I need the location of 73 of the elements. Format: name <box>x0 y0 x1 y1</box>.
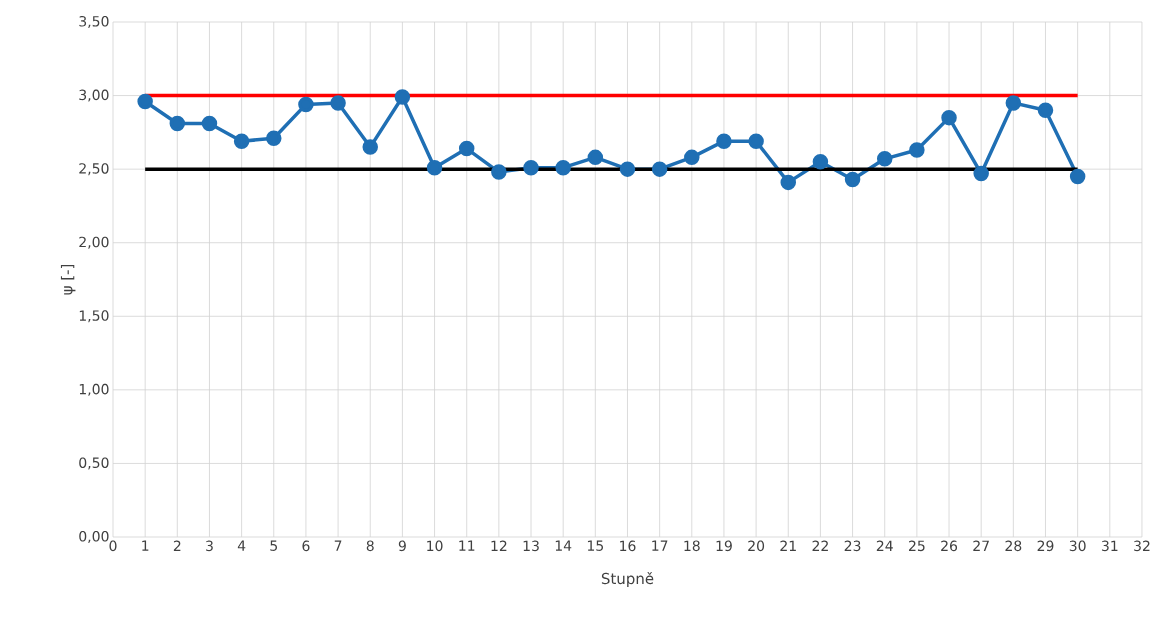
point <box>876 151 893 167</box>
x-tick-label: 14 <box>555 540 572 551</box>
x-tick-label: 5 <box>270 540 278 551</box>
point <box>458 140 475 157</box>
x-tick-label: 20 <box>748 540 765 552</box>
point <box>137 93 153 110</box>
y-tick-label: 1,00 <box>79 383 109 396</box>
x-axis-title: Stupně <box>601 571 654 588</box>
x-tick-label: 17 <box>652 540 668 551</box>
point <box>491 164 507 180</box>
y-tick-label: 1,50 <box>79 310 109 323</box>
point <box>298 96 314 113</box>
point <box>169 115 186 132</box>
point <box>780 174 797 191</box>
x-tick-label: 16 <box>620 540 636 552</box>
point <box>716 133 732 149</box>
x-tick-label: 29 <box>1037 540 1054 552</box>
point <box>1069 168 1086 185</box>
x-tick-label: 30 <box>1069 540 1086 552</box>
x-tick-label: 10 <box>427 540 443 552</box>
x-tick-label: 23 <box>844 540 861 552</box>
point <box>748 133 764 149</box>
x-tick-label: 27 <box>973 540 989 551</box>
y-tick-label: 3,50 <box>79 15 109 29</box>
x-tick-label: 12 <box>491 540 507 551</box>
x-tick-label: 31 <box>1101 540 1118 552</box>
x-tick-label: 18 <box>684 540 700 552</box>
point <box>941 109 957 126</box>
point <box>651 161 668 177</box>
y-axis-title: ψ [-] <box>60 264 76 295</box>
y-tick-label: 0,00 <box>79 530 109 544</box>
point <box>909 142 925 158</box>
y-tick-label: 2,50 <box>79 163 109 176</box>
x-tick-label: 2 <box>173 540 181 551</box>
point <box>394 89 411 105</box>
x-tick-label: 8 <box>366 540 374 552</box>
x-tick-label: 24 <box>876 540 893 551</box>
point <box>555 159 571 176</box>
point <box>619 161 636 177</box>
point <box>426 159 443 176</box>
point <box>684 149 700 166</box>
point <box>266 130 282 146</box>
x-tick-label: 32 <box>1134 540 1150 552</box>
point <box>812 154 829 170</box>
point <box>587 149 604 166</box>
point <box>233 133 250 149</box>
point <box>1037 102 1054 119</box>
x-tick-label: 26 <box>941 540 958 552</box>
x-tick-label: 19 <box>716 540 732 552</box>
x-tick-label: 11 <box>459 540 475 551</box>
x-tick-label: 3 <box>206 540 213 552</box>
y-tick-label: 3,00 <box>79 89 109 102</box>
point <box>844 171 861 188</box>
x-tick-label: 1 <box>142 540 149 551</box>
x-tick-label: 6 <box>302 540 310 552</box>
point <box>523 159 539 176</box>
x-tick-label: 9 <box>398 540 406 552</box>
point <box>330 95 346 111</box>
y-tick-label: 2,00 <box>79 236 109 249</box>
x-tick-label: 13 <box>523 540 539 552</box>
point <box>973 165 989 182</box>
x-tick-label: 25 <box>908 540 925 552</box>
x-tick-label: 0 <box>109 540 117 552</box>
point <box>362 139 378 155</box>
x-tick-label: 22 <box>812 540 828 551</box>
y-tick-label: 0,50 <box>79 457 109 470</box>
x-tick-label: 15 <box>587 540 604 551</box>
point <box>201 115 218 132</box>
x-tick-label: 7 <box>334 540 342 551</box>
point <box>1005 95 1022 111</box>
x-tick-label: 4 <box>237 540 246 551</box>
x-tick-label: 21 <box>780 540 796 551</box>
x-tick-label: 28 <box>1005 540 1022 552</box>
